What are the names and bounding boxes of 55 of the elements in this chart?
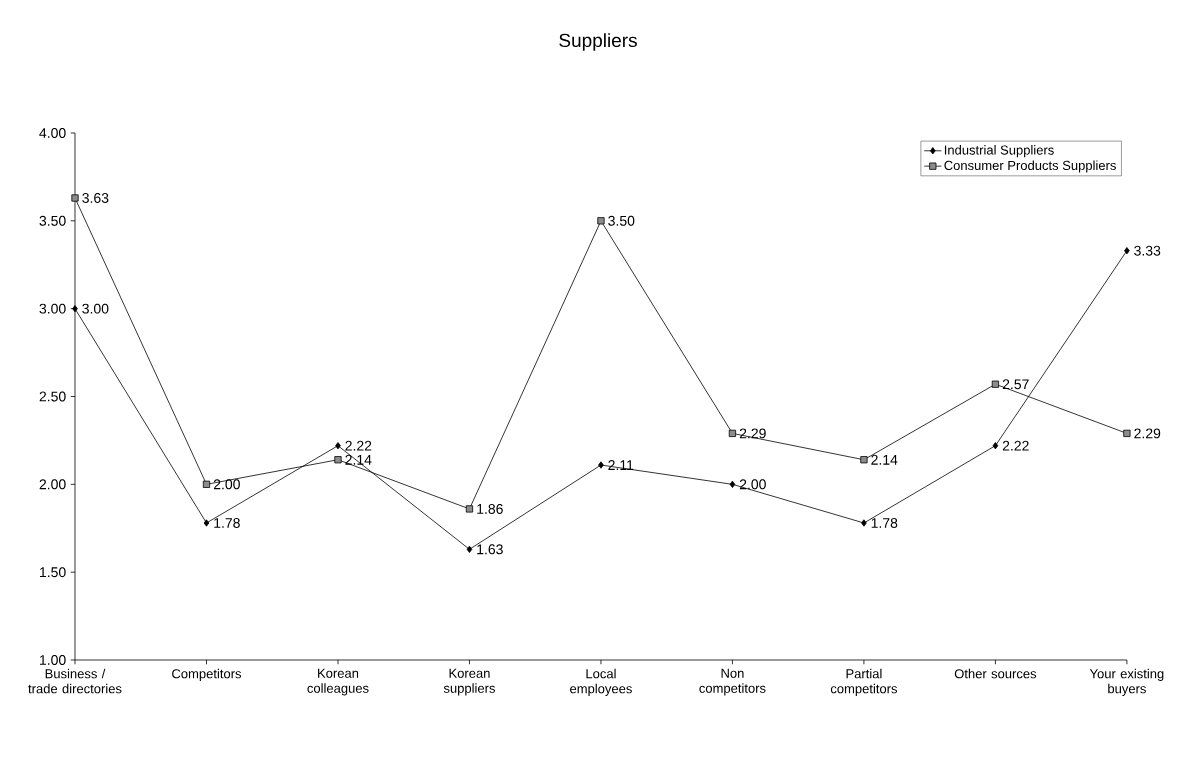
point: [71, 194, 79, 202]
point: [466, 545, 473, 553]
data-label: 3.63: [82, 193, 109, 203]
x-tick-label: Non competitors: [699, 668, 766, 696]
data-label: 3.00: [82, 303, 109, 314]
point: [992, 442, 999, 450]
point: [597, 217, 605, 225]
point: [72, 305, 78, 313]
x-tick-label: Korean colleagues: [307, 668, 369, 696]
data-label: 1.78: [214, 518, 240, 528]
x-tick-label: Partial competitors: [830, 668, 898, 696]
point: [203, 519, 210, 527]
data-label: 2.00: [213, 479, 240, 490]
x-tick-label: Local employees: [570, 668, 632, 696]
y-tick-label: 3.00: [39, 303, 66, 314]
legend-label: Industrial Suppliers: [944, 145, 1054, 158]
x-tick-label: Competitors: [172, 668, 242, 681]
legend-label: Consumer Products Suppliers: [944, 160, 1116, 173]
point: [335, 442, 341, 450]
data-label: 2.14: [871, 454, 898, 465]
point: [728, 429, 737, 437]
data-label: 2.29: [739, 428, 766, 439]
x-tick-label: Your existing buyers: [1089, 668, 1164, 696]
y-tick-label: 2.50: [39, 391, 66, 402]
y-tick-label: 2.00: [39, 479, 66, 490]
point: [729, 480, 736, 488]
data-label: 2.57: [1002, 379, 1029, 390]
data-label: 1.78: [871, 518, 898, 528]
x-tick-label: Other sources: [954, 668, 1037, 679]
y-tick-label: 4.00: [39, 128, 66, 138]
data-label: 2.29: [1134, 428, 1161, 439]
data-label: 3.50: [608, 215, 635, 226]
point: [861, 519, 867, 527]
data-label: 1.86: [477, 503, 503, 514]
point: [991, 380, 1000, 388]
chart-title: Suppliers: [559, 33, 637, 51]
data-label: 3.33: [1134, 245, 1161, 256]
point: [1124, 247, 1130, 255]
point: [202, 480, 211, 488]
data-label: 2.14: [345, 454, 372, 465]
data-label: 2.11: [608, 460, 634, 470]
x-tick-label: Korean suppliers: [443, 668, 495, 696]
point: [1123, 429, 1131, 437]
y-tick-label: 1.50: [40, 567, 66, 578]
y-tick-label: 3.50: [39, 215, 66, 226]
point: [598, 461, 604, 469]
x-tick-label: Business / trade directories: [28, 668, 122, 694]
data-label: 2.00: [739, 479, 766, 490]
data-label: 2.22: [1002, 440, 1029, 451]
y-tick-label: 1.00: [40, 655, 66, 665]
data-label: 2.22: [345, 440, 372, 451]
point: [334, 456, 342, 464]
point: [465, 505, 474, 513]
point: [860, 456, 868, 464]
data-label: 1.63: [477, 544, 503, 555]
